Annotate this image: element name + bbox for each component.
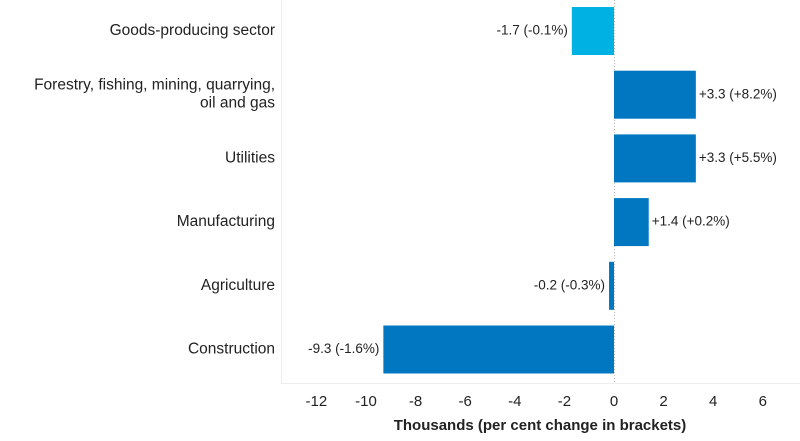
bar-0 <box>571 7 614 55</box>
x-tick-label: -2 <box>558 393 571 410</box>
data-label: +3.3 (+8.2%) <box>699 86 777 101</box>
category-label: Forestry, fishing, mining, quarrying, oil… <box>34 77 275 112</box>
category-label-line: Construction <box>188 341 275 358</box>
x-axis-ticks: -12 -10 -8 -6 -4 -2 0 2 4 6 <box>306 393 767 410</box>
data-label: -9.3 (-1.6%) <box>308 341 379 356</box>
x-tick-label: 4 <box>709 393 717 410</box>
x-tick-label: 0 <box>610 393 618 410</box>
category-label-line: Manufacturing <box>177 213 275 230</box>
bars-group <box>383 7 696 374</box>
bar-3 <box>614 198 649 247</box>
category-label: Construction <box>188 341 275 358</box>
x-axis-title: Thousands (per cent change in brackets) <box>394 417 687 434</box>
category-label-line: oil and gas <box>200 95 275 112</box>
category-label: Goods-producing sector <box>110 22 275 39</box>
data-label: +3.3 (+5.5%) <box>699 150 777 165</box>
data-label: -0.2 (-0.3%) <box>534 277 605 292</box>
category-label: Utilities <box>225 149 275 166</box>
data-label: -1.7 (-0.1%) <box>497 23 568 38</box>
category-label-line: Forestry, fishing, mining, quarrying, <box>34 77 275 94</box>
bar-2 <box>614 134 696 183</box>
category-label-line: Goods-producing sector <box>110 22 275 39</box>
category-label-line: Agriculture <box>201 277 275 294</box>
category-label: Manufacturing <box>177 213 275 230</box>
bar-1 <box>614 70 696 119</box>
category-labels: Goods-producing sector Forestry, fishing,… <box>34 22 275 358</box>
data-label: +1.4 (+0.2%) <box>652 214 730 229</box>
plot-frame <box>281 0 800 384</box>
x-tick-label: -6 <box>459 393 472 410</box>
x-tick-label: 6 <box>759 393 767 410</box>
category-label-line: Utilities <box>225 149 275 166</box>
x-tick-label: -8 <box>409 393 422 410</box>
bar-4 <box>609 261 614 310</box>
x-tick-label: -12 <box>306 393 328 410</box>
x-tick-label: 2 <box>659 393 667 410</box>
data-labels: -1.7 (-0.1%) +3.3 (+8.2%) +3.3 (+5.5%) +1.4… <box>308 23 777 357</box>
category-label: Agriculture <box>201 277 275 294</box>
bar-5 <box>383 325 614 374</box>
x-tick-label: -10 <box>355 393 377 410</box>
x-tick-label: -4 <box>508 393 521 410</box>
